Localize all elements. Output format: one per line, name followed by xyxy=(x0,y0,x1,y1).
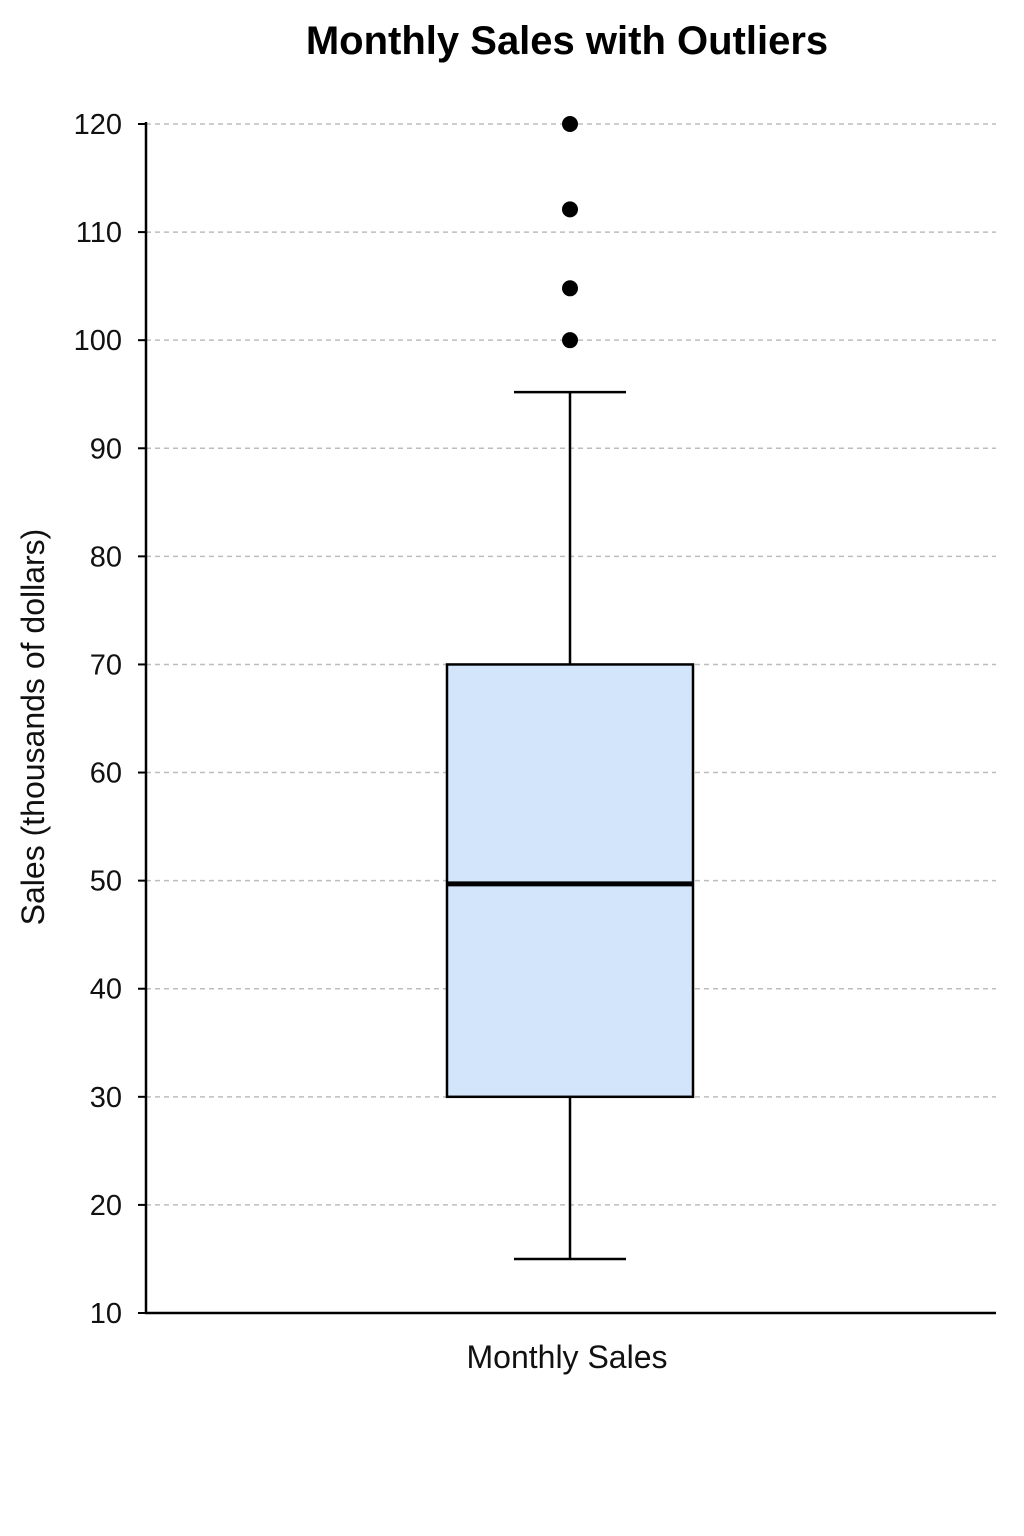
y-axis-ticks: 10 20 30 40 50 60 70 80 90 100 110 120 xyxy=(74,109,146,1330)
outlier-point xyxy=(562,280,578,297)
y-tick-label: 10 xyxy=(90,1298,122,1330)
box-group xyxy=(445,116,695,1261)
iqr-box xyxy=(445,663,695,1099)
chart-title: Monthly Sales with Outliers xyxy=(306,19,828,63)
y-tick-label: 100 xyxy=(74,325,122,357)
y-tick-label: 90 xyxy=(90,433,122,465)
y-tick-label: 30 xyxy=(90,1082,122,1114)
y-tick-label: 120 xyxy=(74,109,122,141)
box-plot-series xyxy=(445,116,695,1261)
y-tick-label: 60 xyxy=(90,758,122,790)
y-tick-label: 20 xyxy=(90,1190,122,1222)
y-tick-label: 50 xyxy=(90,866,122,898)
y-tick-label: 80 xyxy=(90,541,122,573)
outlier-point xyxy=(562,116,578,132)
axes xyxy=(144,122,996,1315)
y-tick-label: 110 xyxy=(76,217,122,249)
y-tick-label: 40 xyxy=(90,974,122,1006)
y-tick-label: 70 xyxy=(90,649,122,681)
outlier-point xyxy=(562,201,578,218)
outlier-point xyxy=(562,332,578,349)
x-axis-categories: Monthly Sales xyxy=(467,1339,668,1375)
y-axis-label: Sales (thousands of dollars) xyxy=(15,529,51,926)
x-category-label: Monthly Sales xyxy=(467,1339,668,1375)
